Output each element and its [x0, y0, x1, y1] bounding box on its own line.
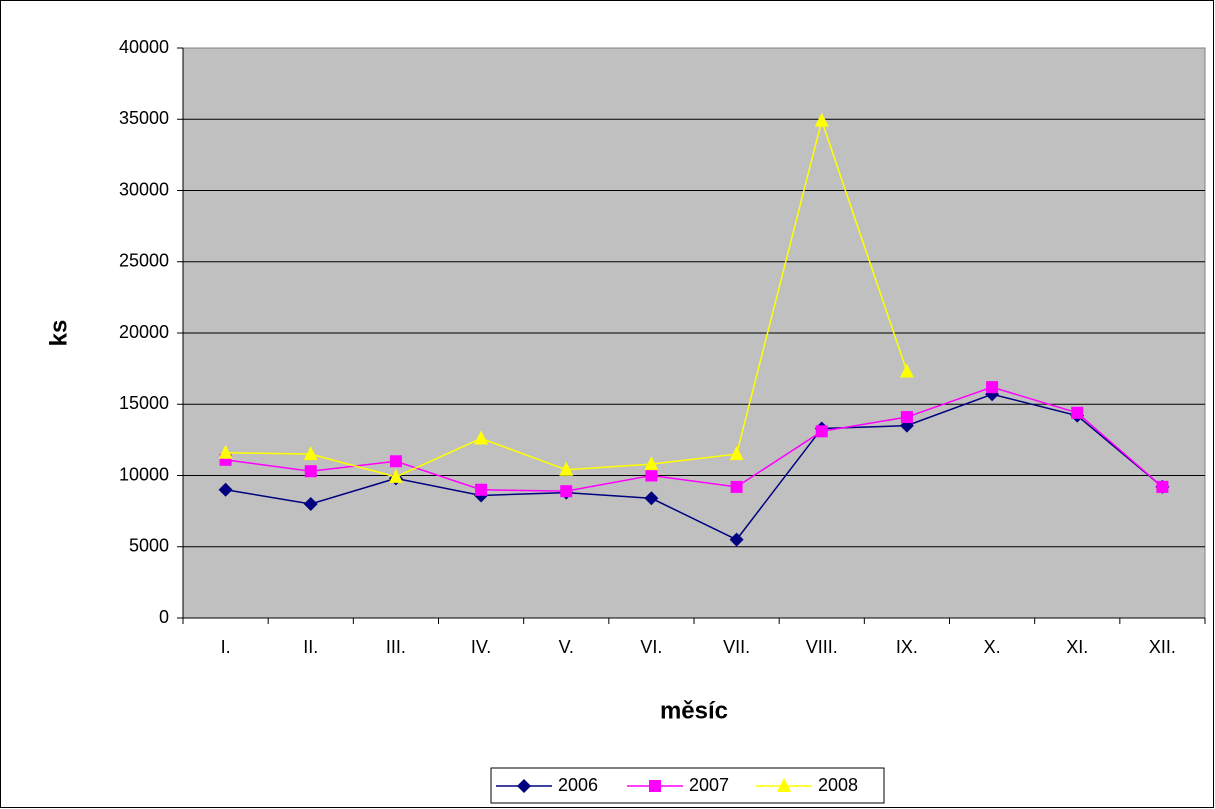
series-line — [225, 393, 1163, 541]
legend-marker — [649, 780, 661, 792]
data-point — [560, 485, 573, 498]
data-point — [218, 482, 233, 497]
y-tick-label: 0 — [159, 607, 169, 627]
x-tick-label: X. — [984, 637, 1001, 657]
data-point — [1071, 406, 1084, 419]
data-point — [218, 444, 233, 459]
data-point — [730, 480, 743, 493]
y-tick-label: 25000 — [119, 251, 169, 271]
legend-label: 2007 — [689, 775, 729, 795]
legend-label: 2006 — [558, 775, 598, 795]
x-tick-label: III. — [386, 637, 406, 657]
data-point — [303, 446, 318, 461]
y-tick-label: 40000 — [119, 37, 169, 57]
y-tick-label: 35000 — [119, 108, 169, 128]
x-tick-label: IV. — [471, 637, 491, 657]
series-line — [225, 386, 1163, 492]
y-tick-label: 15000 — [119, 393, 169, 413]
data-point — [815, 425, 828, 438]
y-tick-label: 10000 — [119, 464, 169, 484]
data-point — [729, 446, 744, 461]
data-point — [986, 381, 999, 394]
legend-label: 2008 — [818, 775, 858, 795]
data-point — [1156, 480, 1169, 493]
x-tick-label: XI. — [1066, 637, 1088, 657]
data-point — [729, 532, 744, 547]
x-tick-label: V. — [559, 637, 574, 657]
y-tick-label: 20000 — [119, 322, 169, 342]
legend — [490, 767, 885, 804]
data-point — [559, 461, 574, 476]
y-tick-label: 30000 — [119, 179, 169, 199]
data-point — [645, 469, 658, 482]
data-point — [814, 112, 829, 127]
data-point — [644, 491, 659, 506]
x-tick-label: VI. — [640, 637, 662, 657]
y-tick-label: 5000 — [129, 536, 169, 556]
data-point — [303, 497, 318, 511]
x-tick-label: VII. — [723, 637, 750, 657]
data-point — [900, 411, 913, 424]
data-point — [388, 468, 403, 483]
x-tick-label: II. — [303, 637, 318, 657]
x-tick-label: XII. — [1149, 637, 1176, 657]
legend-marker — [517, 779, 531, 793]
data-point — [475, 483, 488, 496]
data-point — [474, 430, 489, 445]
data-point — [644, 456, 659, 471]
data-point — [304, 465, 317, 478]
x-tick-label: VIII. — [806, 637, 838, 657]
x-tick-label: I. — [221, 637, 231, 657]
y-axis-title: ks — [45, 320, 72, 347]
x-axis-title: měsíc — [660, 697, 728, 724]
x-tick-label: IX. — [896, 637, 918, 657]
data-point — [899, 363, 914, 378]
legend-marker — [777, 778, 791, 792]
data-point — [389, 455, 402, 468]
